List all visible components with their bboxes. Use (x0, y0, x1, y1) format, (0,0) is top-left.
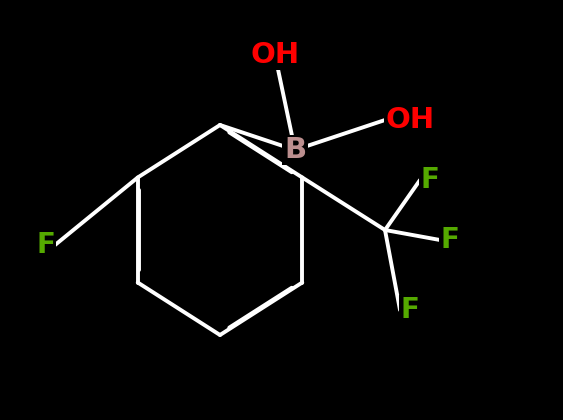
Text: F: F (440, 226, 459, 254)
Text: F: F (400, 296, 419, 324)
Text: OH: OH (251, 41, 300, 69)
Text: OH: OH (385, 106, 434, 134)
Text: F: F (420, 166, 439, 194)
Text: B: B (284, 136, 306, 164)
Text: F: F (36, 231, 55, 259)
